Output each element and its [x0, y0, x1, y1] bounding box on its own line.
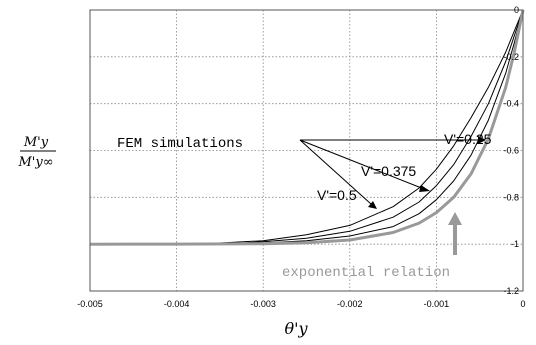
x-tick-label: -0.004 [164, 299, 190, 309]
y-tick-label: -0.6 [503, 146, 519, 156]
arrow-head-v025 [478, 136, 486, 144]
x-tick-label: -0.005 [77, 299, 103, 309]
fem-label: FEM simulations [117, 136, 243, 152]
y-tick-label: -0.8 [503, 192, 519, 202]
y-label-numerator: M'y [23, 135, 49, 150]
label-v025: V'=0.25 [444, 131, 492, 147]
series-line-exponential [89, 9, 525, 246]
y-label-denominator: M'y∞ [17, 155, 53, 170]
label-v05: V'=0.5 [317, 187, 357, 203]
series-line-fem-2 [219, 9, 524, 245]
series-line-fem-1 [219, 9, 524, 244]
arrow-head-v0375 [419, 185, 430, 192]
arrow-head-v05 [368, 201, 377, 209]
y-tick-labels: 0 -0.2 -0.4 -0.6 -0.8 -1 -1.2 [503, 5, 519, 296]
x-tick-label: -0.002 [337, 299, 363, 309]
series-group [89, 9, 525, 246]
y-tick-label: -0.4 [503, 99, 519, 109]
arrow-fem-v05 [299, 139, 372, 205]
arrow-fem-v0375 [299, 139, 425, 190]
annotations: FEM simulations V'=0.25 V'=0.375 V'=0.5 … [117, 131, 492, 281]
x-tick-label: -0.003 [250, 299, 276, 309]
y-axis-label: M'y M'y∞ [17, 135, 56, 170]
arrow-head-exp [448, 212, 462, 225]
y-tick-label: -1 [511, 239, 519, 249]
y-tick-label: 0 [514, 5, 519, 15]
x-axis-label: θ'y [284, 319, 308, 338]
y-tick-label: -0.2 [503, 52, 519, 62]
x-tick-label: 0 [520, 299, 525, 309]
x-tick-label: -0.001 [424, 299, 450, 309]
label-v0375: V'=0.375 [361, 163, 416, 179]
x-tick-labels: -0.005 -0.004 -0.003 -0.002 -0.001 0 [77, 299, 525, 309]
plot-frame [89, 9, 524, 292]
series-line-fem-3 [219, 9, 524, 245]
exp-label: exponential relation [282, 265, 450, 281]
y-tick-label: -1.2 [503, 286, 519, 296]
